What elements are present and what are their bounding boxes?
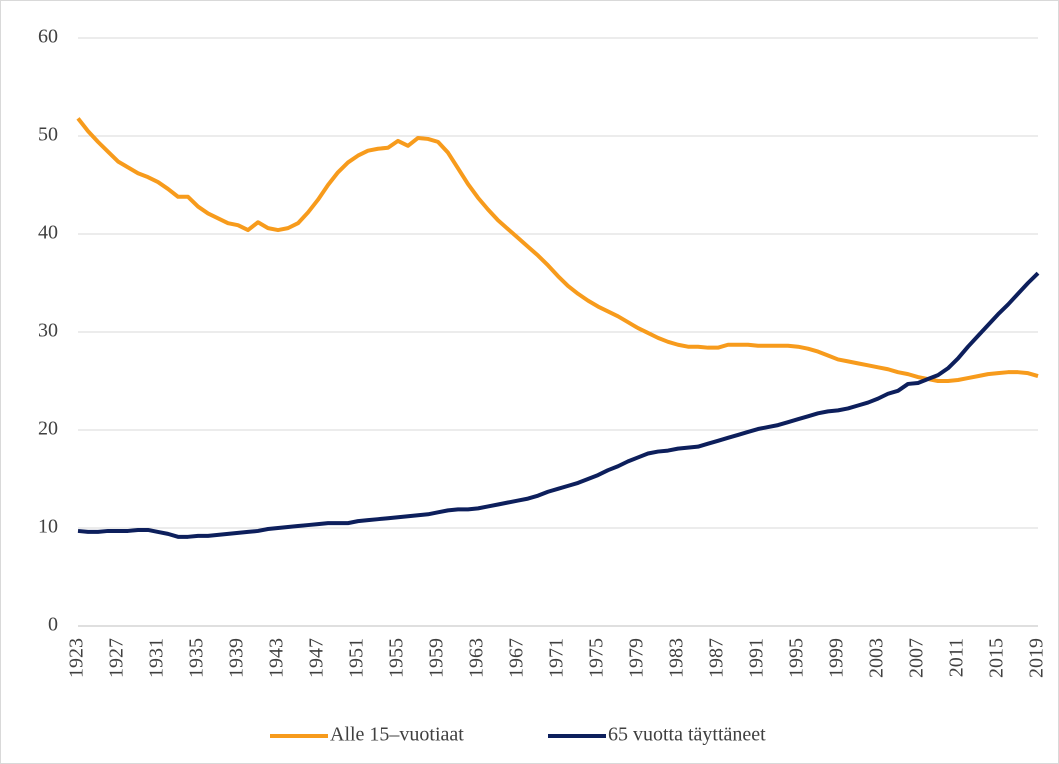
x-tick-label: 2007 [906,638,928,678]
x-tick-label: 1991 [746,638,768,678]
x-tick-label: 1931 [146,638,168,678]
x-tick-label: 1943 [266,638,288,678]
y-tick-label: 30 [38,320,58,342]
x-tick-label: 1983 [666,638,688,678]
x-tick-label: 1971 [546,638,568,678]
legend-label: Alle 15–vuotiaat [330,724,464,746]
x-tick-label: 2019 [1026,638,1048,678]
x-tick-label: 2003 [866,638,888,678]
x-tick-label: 2015 [986,638,1008,678]
series-line [77,271,1040,539]
x-tick-label: 1967 [506,638,528,678]
x-tick-label: 1987 [706,638,728,678]
x-tick-label: 1959 [426,638,448,678]
x-tick-label: 1975 [586,638,608,678]
x-tick-label: 1927 [106,638,128,678]
x-tick-label: 1939 [226,638,248,678]
x-tick-label: 1947 [306,638,328,678]
x-tick-label: 1963 [466,638,488,678]
y-tick-label: 50 [38,124,58,146]
legend-label: 65 vuotta täyttäneet [608,724,766,746]
x-tick-label: 1955 [386,638,408,678]
x-tick-label: 1999 [826,638,848,678]
x-tick-label: 1935 [186,638,208,678]
x-tick-label: 1979 [626,638,648,678]
x-tick-label: 1923 [66,638,88,678]
series-line [76,117,1039,383]
x-tick-label: 1951 [346,638,368,678]
x-tick-label: 2011 [946,638,968,677]
y-tick-label: 0 [48,614,58,636]
x-tick-label: 1995 [786,638,808,678]
y-tick-label: 40 [38,222,58,244]
y-tick-label: 60 [38,26,58,48]
y-tick-label: 20 [38,418,58,440]
y-tick-label: 10 [38,516,58,538]
